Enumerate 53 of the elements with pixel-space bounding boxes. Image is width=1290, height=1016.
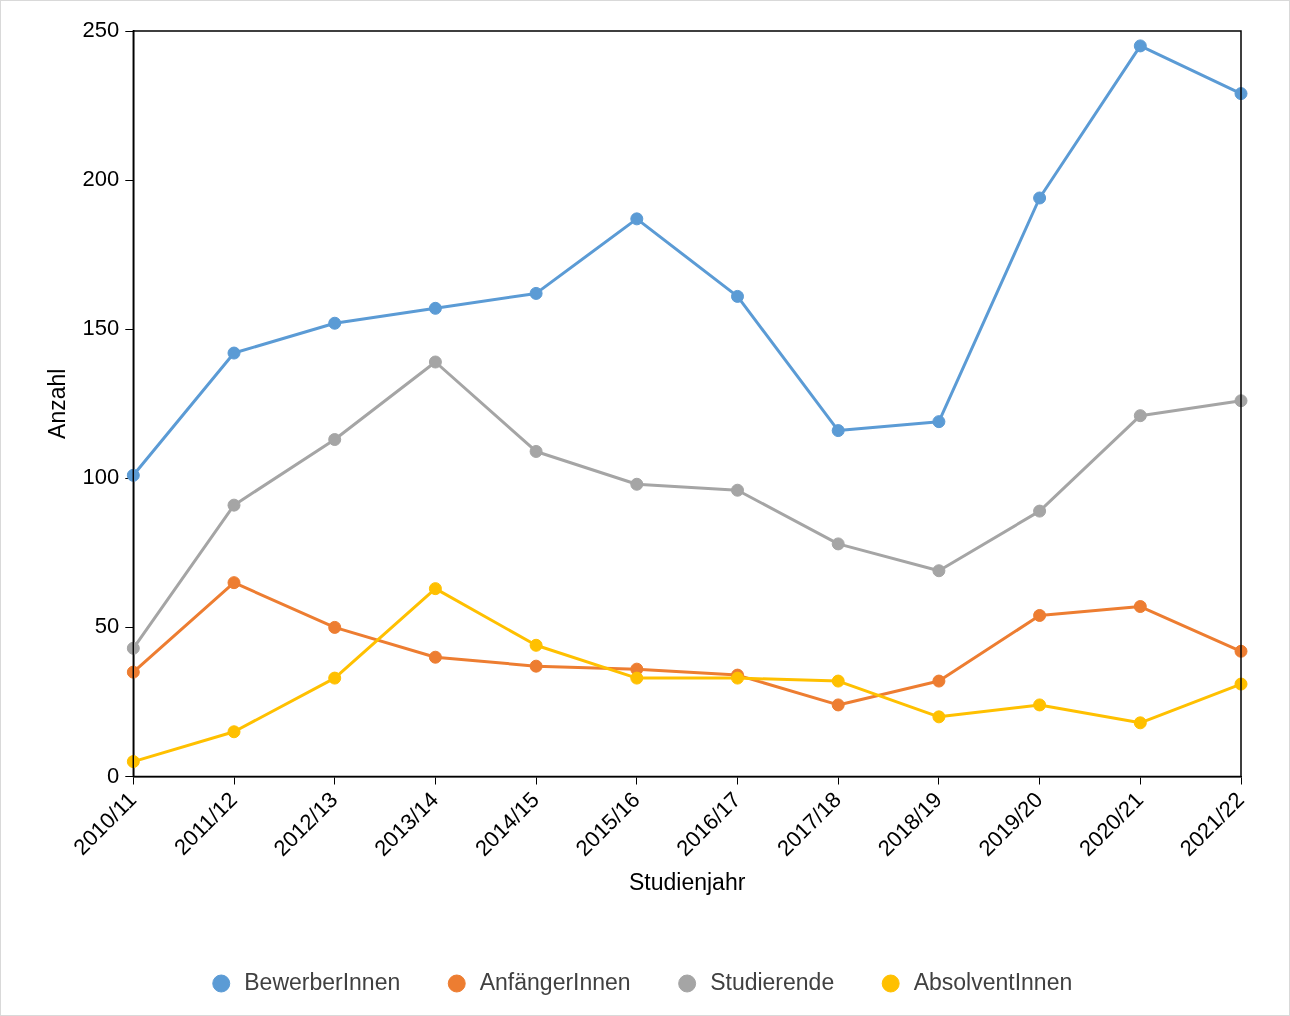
point (227, 498, 241, 512)
y-tick-label: 50 (94, 613, 120, 639)
point (630, 671, 644, 685)
point (1133, 600, 1147, 614)
point (126, 468, 140, 482)
point (1033, 608, 1047, 622)
point (932, 564, 946, 578)
point (831, 698, 845, 712)
point (731, 483, 744, 497)
point (1033, 698, 1047, 712)
point (428, 301, 442, 315)
legend-label: AbsolventInnen (913, 968, 1073, 995)
point (328, 620, 342, 634)
point (731, 289, 744, 303)
point (428, 582, 442, 596)
legend-label: BewerberInnen (244, 968, 401, 995)
point (1133, 39, 1147, 53)
point (328, 433, 342, 447)
point (227, 576, 241, 590)
point (932, 674, 946, 688)
legend-label: AnfängerInnen (479, 968, 631, 995)
point (630, 477, 644, 491)
point (831, 424, 845, 438)
point (428, 355, 442, 369)
point (529, 638, 543, 652)
point (126, 641, 140, 655)
point (428, 650, 442, 664)
y-tick-label: 200 (82, 166, 120, 192)
point (529, 444, 543, 458)
point (1133, 409, 1147, 423)
point (1133, 716, 1147, 730)
point (932, 710, 946, 724)
legend-label: Studierende (710, 968, 835, 995)
y-tick-label: 0 (107, 762, 120, 788)
point (227, 725, 241, 739)
point (932, 415, 946, 429)
point (831, 537, 845, 551)
point (328, 671, 342, 685)
point (529, 659, 543, 673)
point (126, 755, 140, 769)
y-axis-title: Anzahl (44, 368, 71, 439)
point (630, 212, 644, 226)
y-tick-label: 150 (82, 315, 120, 341)
point (1033, 191, 1047, 205)
y-tick-label: 250 (82, 17, 120, 43)
point (529, 286, 543, 300)
point (328, 316, 342, 330)
point (831, 674, 845, 688)
x-axis-title: Studienjahr (628, 868, 746, 895)
point (126, 665, 140, 679)
point (227, 346, 241, 360)
point (1033, 504, 1047, 518)
y-tick-label: 100 (82, 464, 120, 490)
